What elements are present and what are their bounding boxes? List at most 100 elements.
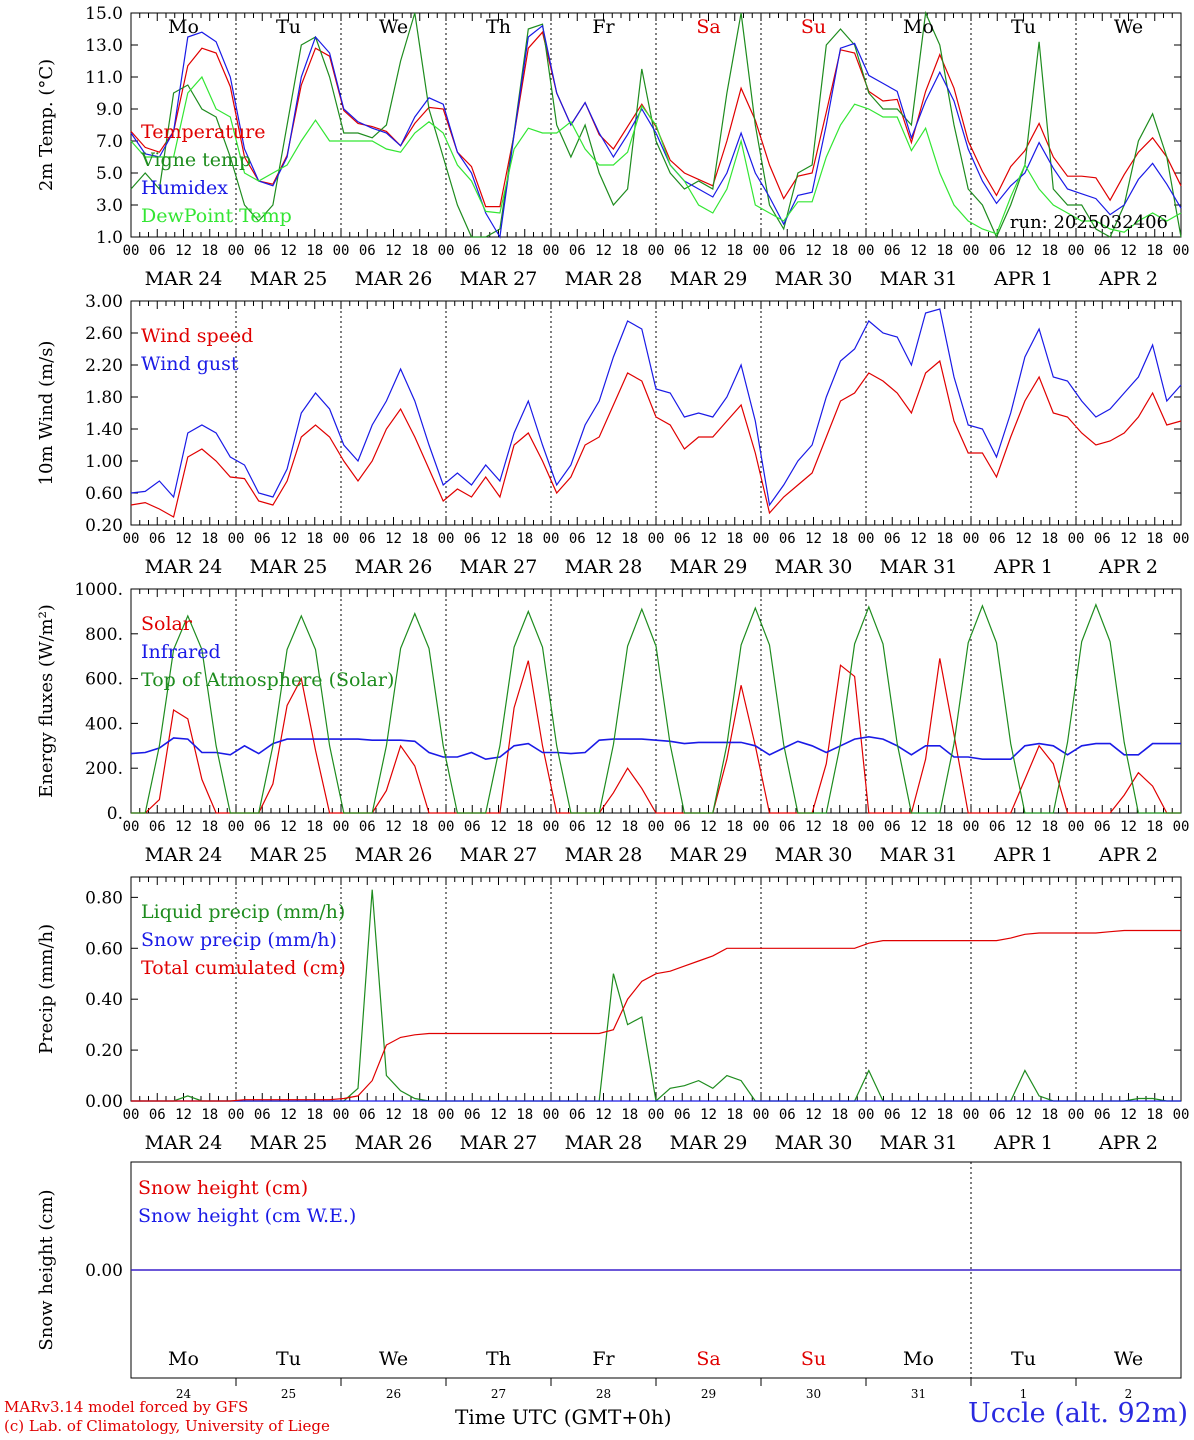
- date-label: MAR 28: [565, 556, 643, 578]
- date-label: MAR 25: [250, 1132, 328, 1154]
- hour-label: 06: [464, 531, 481, 547]
- run-annotation: run: 2025032406: [1010, 212, 1168, 233]
- hour-label: 06: [884, 243, 901, 259]
- hour-label: 00: [228, 531, 245, 547]
- hour-label: 12: [280, 243, 297, 259]
- hour-label: 18: [516, 531, 533, 547]
- hour-label: 18: [516, 1107, 533, 1123]
- hour-label: 00: [333, 819, 350, 835]
- y-tick-label: 600.: [85, 670, 123, 690]
- series-infrared: [130, 735, 1181, 761]
- weekday-label: Fr: [592, 16, 615, 38]
- panel-4: [130, 876, 1182, 1103]
- hour-label: 00: [1068, 243, 1085, 259]
- hour-label: 00: [123, 243, 140, 259]
- y-tick-label: 15.0: [85, 4, 123, 24]
- weekday-label: Tu: [276, 1348, 301, 1370]
- weekday-label: We: [1114, 1348, 1143, 1370]
- hour-label: 18: [411, 819, 428, 835]
- hour-label: 18: [1146, 1107, 1163, 1123]
- hour-label: 06: [464, 1107, 481, 1123]
- date-label: MAR 29: [670, 268, 748, 290]
- hour-label: 00: [858, 1107, 875, 1123]
- hour-label: 12: [175, 531, 192, 547]
- hour-label: 06: [1094, 243, 1111, 259]
- hour-label: 06: [359, 1107, 376, 1123]
- hour-label: 12: [1015, 819, 1032, 835]
- hour-label: 18: [516, 819, 533, 835]
- date-label: MAR 31: [880, 268, 958, 290]
- date-label: MAR 31: [880, 556, 958, 578]
- hour-label: 12: [1015, 243, 1032, 259]
- hour-label: 00: [1068, 819, 1085, 835]
- hour-label: 18: [831, 1107, 848, 1123]
- y-axis-title: 10m Wind (m/s): [36, 341, 57, 486]
- date-label: MAR 24: [145, 1132, 223, 1154]
- date-label: MAR 29: [670, 844, 748, 866]
- hour-label: 18: [306, 531, 323, 547]
- hour-label: 12: [910, 531, 927, 547]
- hour-label: 00: [963, 531, 980, 547]
- hour-label: 00: [438, 531, 455, 547]
- hour-label: 06: [149, 819, 166, 835]
- hour-label: 12: [1120, 819, 1137, 835]
- hour-label: 00: [1173, 243, 1190, 259]
- hour-label: 06: [779, 243, 796, 259]
- hour-label: 06: [149, 243, 166, 259]
- legend-entry: DewPoint Temp: [141, 205, 292, 227]
- hour-label: 00: [123, 1107, 140, 1123]
- hour-label: 12: [910, 819, 927, 835]
- hour-label: 00: [648, 1107, 665, 1123]
- hour-label: 00: [1173, 819, 1190, 835]
- hour-label: 00: [963, 819, 980, 835]
- hour-label: 18: [936, 819, 953, 835]
- hour-label: 18: [936, 243, 953, 259]
- hour-label: 06: [1094, 819, 1111, 835]
- hour-label: 12: [1015, 1107, 1032, 1123]
- weekday-label: Mo: [903, 1348, 934, 1370]
- legend-entry: Wind speed: [141, 325, 253, 347]
- panel-1: [130, 10, 1182, 239]
- date-label: MAR 25: [250, 268, 328, 290]
- panel-3: [130, 588, 1182, 814]
- y-tick-label: 1000.: [74, 580, 123, 600]
- date-label: MAR 29: [670, 1132, 748, 1154]
- date-label: MAR 24: [145, 268, 223, 290]
- hour-label: 18: [1146, 531, 1163, 547]
- hour-label: 00: [543, 1107, 560, 1123]
- hour-label: 12: [595, 1107, 612, 1123]
- date-label: MAR 25: [250, 844, 328, 866]
- date-label: MAR 30: [775, 1132, 853, 1154]
- hour-label: 00: [333, 531, 350, 547]
- hour-label: 18: [936, 531, 953, 547]
- y-tick-label: 2.20: [85, 356, 123, 376]
- panel-2: [130, 300, 1182, 526]
- hour-label: 12: [910, 243, 927, 259]
- date-label: MAR 31: [880, 844, 958, 866]
- series-vigne-temp: [130, 10, 1182, 239]
- hour-label: 06: [989, 1107, 1006, 1123]
- hour-label: 12: [805, 243, 822, 259]
- hour-label: 12: [595, 819, 612, 835]
- y-tick-label: 2.60: [85, 324, 123, 344]
- date-label: APR 2: [1098, 1132, 1158, 1154]
- y-tick-label: 7.0: [96, 132, 123, 152]
- weekday-label: Mo: [168, 1348, 199, 1370]
- hour-label: 06: [149, 531, 166, 547]
- y-tick-label: 0.80: [85, 888, 123, 908]
- hour-label: 00: [438, 819, 455, 835]
- hour-label: 06: [989, 819, 1006, 835]
- date-label: MAR 25: [250, 556, 328, 578]
- hour-label: 12: [1015, 531, 1032, 547]
- hour-label: 18: [726, 819, 743, 835]
- weekday-label: Th: [486, 1348, 511, 1370]
- series-total-cumulated-cm-: [131, 929, 1181, 1102]
- hour-label: 18: [306, 243, 323, 259]
- hour-label: 06: [884, 1107, 901, 1123]
- y-tick-label: 0.00: [85, 1092, 123, 1112]
- y-tick-label: 200.: [85, 759, 123, 779]
- hour-label: 06: [1094, 531, 1111, 547]
- hour-label: 06: [989, 243, 1006, 259]
- hour-label: 12: [490, 243, 507, 259]
- hour-label: 00: [1173, 1107, 1190, 1123]
